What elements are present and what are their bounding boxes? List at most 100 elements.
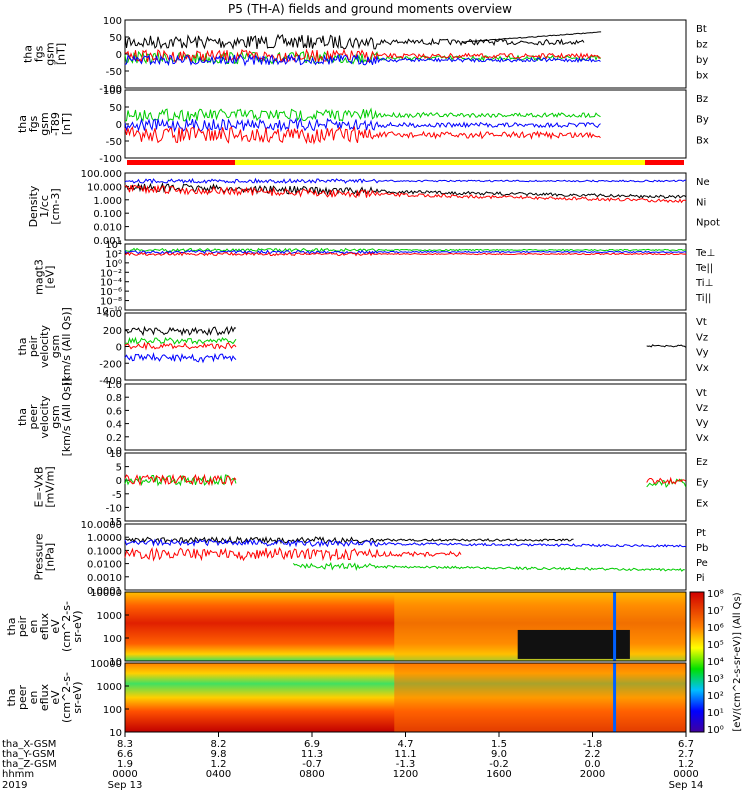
legend-by: by	[696, 55, 708, 66]
y-tick-label: 1000	[97, 611, 122, 622]
panel-frame	[124, 243, 687, 311]
y-axis-label: fgs	[33, 45, 46, 62]
legend-Vx: Vx	[696, 433, 709, 444]
series-Bz	[124, 125, 601, 145]
legend-Pt: Pt	[696, 528, 706, 539]
plot-title: P5 (TH-A) fields and ground moments over…	[228, 2, 512, 16]
series-Ez-end	[646, 476, 686, 486]
x-row-value: 11.1	[394, 749, 416, 760]
series-Ne	[124, 184, 687, 204]
x-row-value: 6.7	[678, 739, 694, 750]
panel-frame	[124, 312, 687, 381]
y-tick-label: 0	[116, 343, 122, 354]
mode-bar-yellow	[235, 160, 645, 165]
legend-Pi: Pi	[696, 573, 705, 584]
y-axis-label: 1/cc	[38, 195, 51, 218]
legend-Ni: Ni	[696, 197, 706, 208]
y-axis-label: peir	[16, 615, 29, 637]
y-tick-label: -200	[99, 359, 122, 370]
panel-frame	[124, 172, 687, 241]
y-tick-label: -5	[112, 490, 122, 501]
mode-bar-red	[127, 160, 235, 165]
x-row-value: 8.2	[211, 739, 227, 750]
x-row-value: 4.7	[398, 739, 414, 750]
legend-By: By	[696, 115, 709, 126]
legend-Pb: Pb	[696, 543, 708, 554]
y-tick-label: 10.000	[87, 182, 122, 193]
colorbar: 10⁸ 10⁷ 10⁶ 10⁵ 10⁴ 10³ 10² 10¹ 10⁰ [eV/(cm^2-s-s…	[689, 589, 743, 736]
series-Pi	[124, 538, 687, 548]
y-tick-label: -10	[106, 503, 122, 514]
y-tick-label: 0.0001	[87, 586, 122, 597]
legend-Ne: Ne	[696, 177, 710, 188]
y-tick-label: 400	[103, 309, 122, 320]
legend-Vt: Vt	[696, 388, 707, 399]
y-tick-label: 10000	[90, 588, 122, 599]
y-tick-label: 10	[109, 449, 122, 460]
colorbar-label: [eV/(cm^2-s-sr-eV)] (All Qs)	[732, 592, 743, 731]
x-row-value: 2.2	[585, 749, 601, 760]
series-Bx	[124, 117, 601, 133]
y-axis-label: sr-eV)	[71, 610, 84, 642]
y-tick-label: -50	[106, 137, 122, 148]
y-axis-label: tha	[16, 337, 29, 355]
x-row-label: tha_Z-GSM	[2, 759, 57, 770]
y-tick-label: 0.001	[93, 236, 122, 247]
legend-Vz: Vz	[696, 332, 708, 343]
y-axis-label: [mV/m]	[44, 466, 57, 507]
panel-pres: 10.0000 1.0000 0.1000 0.0100 0.0010 0.0001 Pre…	[33, 520, 709, 597]
legend-Ex: Ex	[696, 498, 708, 509]
panel-frame	[124, 19, 687, 89]
x-row-value: -0.7	[302, 759, 322, 770]
legend-Bt: Bt	[696, 24, 707, 35]
x-row-value: 1.2	[211, 759, 227, 770]
colorbar-tick: 10¹	[707, 708, 724, 719]
y-axis-label: magt3	[33, 259, 46, 295]
y-axis-label: en	[27, 620, 40, 634]
x-axis-labels: tha_X-GSM 8.3 8.2 6.9 4.7 1.5 -1.8 6.7 tha_Y-GSM…	[2, 732, 703, 791]
y-tick-label: 0.100	[93, 209, 122, 220]
y-tick-label: 10000	[90, 659, 122, 670]
y-axis-label: peer	[16, 685, 29, 711]
y-tick-label: 1.0	[106, 380, 122, 391]
y-tick-label: 10⁰	[105, 259, 122, 270]
x-row-value: -0.2	[489, 759, 509, 770]
series-bx	[124, 53, 601, 67]
y-tick-label: 0.1000	[87, 546, 122, 557]
y-axis-label: [km/s (All Qs)]	[60, 307, 73, 386]
y-axis-label: (cm^2-s-	[60, 601, 73, 652]
panel-frame	[124, 591, 687, 662]
colorbar-tick: 10⁵	[707, 640, 724, 651]
y-axis-label: tha	[16, 408, 29, 426]
legend-Te||: Te||	[695, 263, 713, 274]
y-axis-label: gsm	[38, 112, 51, 135]
legend-bx: bx	[696, 71, 708, 82]
series-Vz	[124, 341, 237, 351]
y-tick-label: -15	[106, 517, 122, 528]
y-tick-label: 0	[116, 120, 122, 131]
panel-peer: 10000 1000 100 10 thapeerenefluxeV(cm^2-s-sr…	[5, 659, 687, 739]
colorbar-tick: 10⁸	[707, 589, 724, 600]
series-Ey	[124, 474, 237, 487]
y-tick-label: 0.6	[106, 406, 122, 417]
y-tick-label: -100	[99, 84, 122, 95]
y-axis-label: [eV]	[44, 266, 57, 289]
series-bz	[124, 48, 601, 64]
y-axis-label: (cm^2-s-	[60, 672, 73, 723]
legend-Vy: Vy	[696, 418, 709, 429]
y-axis-label: -T89	[49, 112, 62, 136]
y-tick-label: 0	[116, 50, 122, 61]
colorbar-tick: 10⁴	[707, 657, 724, 668]
series-Ey-end	[646, 478, 687, 488]
y-axis-label: gsm	[49, 405, 62, 428]
panel-ef: 10 5 0 -5 -10 -15 E=-VxB[mV/m] Ez Ey Ex	[33, 449, 709, 528]
panels-group: 100500-50-100thafgsgsm[nT]Btbzbybx100500…	[5, 16, 720, 739]
y-tick-label: 100	[103, 705, 122, 716]
x-row-value: 0800	[299, 769, 324, 780]
y-tick-label: 10⁻⁸	[100, 297, 122, 308]
colorbar-tick: 10⁷	[707, 606, 724, 617]
x-row-value: 2000	[580, 769, 605, 780]
